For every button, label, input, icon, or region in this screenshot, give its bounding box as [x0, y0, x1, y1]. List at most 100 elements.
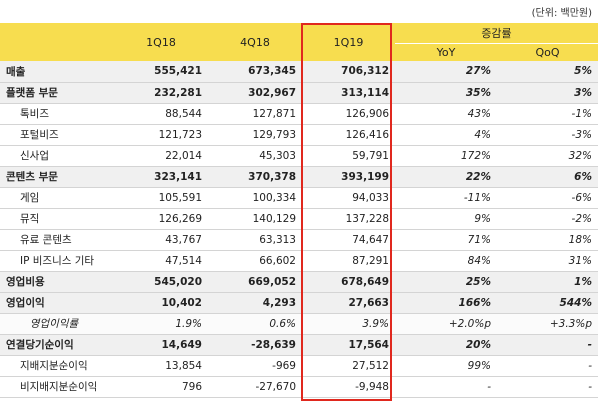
table-row: 영업이익 10,402 4,293 27,663 166% 544% — [0, 292, 598, 314]
cell-1q18: 10,402 — [114, 292, 208, 314]
cell-1q18: 545,020 — [114, 271, 208, 293]
row-label: IP 비즈니스 기타 — [0, 250, 114, 272]
cell-4q18: 673,345 — [208, 61, 302, 83]
cell-yoy: 25% — [395, 271, 497, 293]
cell-yoy: 27% — [395, 61, 497, 83]
cell-yoy: 43% — [395, 103, 497, 125]
cell-1q18: 121,723 — [114, 124, 208, 146]
cell-1q18: 126,269 — [114, 208, 208, 230]
table-row: 신사업 22,014 45,303 59,791 172% 32% — [0, 145, 598, 167]
table-row: 비지배지분순이익 796 -27,670 -9,948 - - — [0, 376, 598, 398]
cell-1q18: 88,544 — [114, 103, 208, 125]
cell-1q19: 59,791 — [302, 145, 395, 167]
row-label: 영업이익률 — [0, 313, 114, 335]
cell-qoq: - — [497, 355, 598, 377]
row-label: 콘텐츠 부문 — [0, 166, 114, 188]
table-row: 콘텐츠 부문 323,141 370,378 393,199 22% 6% — [0, 166, 598, 188]
cell-4q18: -28,639 — [208, 334, 302, 356]
row-label: 게임 — [0, 187, 114, 209]
cell-yoy: 172% — [395, 145, 497, 167]
header-yoy: YoY — [395, 43, 497, 61]
cell-yoy: 35% — [395, 82, 497, 104]
cell-1q19: 126,416 — [302, 124, 395, 146]
cell-qoq: -1% — [497, 103, 598, 125]
cell-qoq: - — [497, 376, 598, 398]
cell-1q19: 3.9% — [302, 313, 395, 335]
cell-yoy: 20% — [395, 334, 497, 356]
row-label: 영업비용 — [0, 271, 114, 293]
cell-1q18: 1.9% — [114, 313, 208, 335]
table-row: 포털비즈 121,723 129,793 126,416 4% -3% — [0, 124, 598, 146]
cell-qoq: - — [497, 334, 598, 356]
cell-yoy: -11% — [395, 187, 497, 209]
header-qoq: QoQ — [497, 43, 598, 61]
row-label: 포털비즈 — [0, 124, 114, 146]
cell-yoy: 166% — [395, 292, 497, 314]
cell-1q19: 678,649 — [302, 271, 395, 293]
cell-1q18: 232,281 — [114, 82, 208, 104]
row-label: 영업이익 — [0, 292, 114, 314]
cell-1q18: 555,421 — [114, 61, 208, 83]
table-row: 뮤직 126,269 140,129 137,228 9% -2% — [0, 208, 598, 230]
cell-qoq: -6% — [497, 187, 598, 209]
cell-4q18: 370,378 — [208, 166, 302, 188]
cell-4q18: 669,052 — [208, 271, 302, 293]
header-growth: 증감률 — [395, 23, 598, 44]
table-row: 연결당기순이익 14,649 -28,639 17,564 20% - — [0, 334, 598, 356]
cell-1q19: 94,033 — [302, 187, 395, 209]
cell-4q18: 66,602 — [208, 250, 302, 272]
cell-1q19: 393,199 — [302, 166, 395, 188]
table-row: 영업이익률 1.9% 0.6% 3.9% +2.0%p +3.3%p — [0, 313, 598, 335]
cell-qoq: 31% — [497, 250, 598, 272]
table-row: 매출 555,421 673,345 706,312 27% 5% — [0, 61, 598, 83]
cell-4q18: -969 — [208, 355, 302, 377]
row-label: 연결당기순이익 — [0, 334, 114, 356]
cell-1q18: 105,591 — [114, 187, 208, 209]
cell-1q18: 22,014 — [114, 145, 208, 167]
cell-4q18: 4,293 — [208, 292, 302, 314]
table-row: 톡비즈 88,544 127,871 126,906 43% -1% — [0, 103, 598, 125]
cell-1q18: 323,141 — [114, 166, 208, 188]
cell-qoq: 3% — [497, 82, 598, 104]
cell-4q18: 140,129 — [208, 208, 302, 230]
cell-4q18: 127,871 — [208, 103, 302, 125]
row-label: 지배지분순이익 — [0, 355, 114, 377]
cell-1q18: 43,767 — [114, 229, 208, 251]
cell-1q18: 13,854 — [114, 355, 208, 377]
cell-4q18: 63,313 — [208, 229, 302, 251]
row-label: 뮤직 — [0, 208, 114, 230]
header-label-cell — [0, 23, 114, 61]
cell-1q19: 126,906 — [302, 103, 395, 125]
table-row: 지배지분순이익 13,854 -969 27,512 99% - — [0, 355, 598, 377]
row-label: 신사업 — [0, 145, 114, 167]
cell-1q18: 796 — [114, 376, 208, 398]
cell-qoq: +3.3%p — [497, 313, 598, 335]
table-row: 게임 105,591 100,334 94,033 -11% -6% — [0, 187, 598, 209]
unit-note: (단위: 백만원) — [531, 8, 592, 19]
cell-1q19: 706,312 — [302, 61, 395, 83]
cell-1q19: -9,948 — [302, 376, 395, 398]
cell-1q19: 27,663 — [302, 292, 395, 314]
cell-4q18: 100,334 — [208, 187, 302, 209]
cell-yoy: 9% — [395, 208, 497, 230]
cell-1q19: 313,114 — [302, 82, 395, 104]
cell-4q18: -27,670 — [208, 376, 302, 398]
financial-summary-table: 1Q18 4Q18 1Q19 증감률 YoY QoQ 매출 555,421 67… — [0, 23, 598, 398]
cell-qoq: 544% — [497, 292, 598, 314]
cell-1q18: 47,514 — [114, 250, 208, 272]
row-label: 톡비즈 — [0, 103, 114, 125]
header-1q18: 1Q18 — [114, 23, 208, 61]
cell-qoq: 6% — [497, 166, 598, 188]
table-row: 플랫폼 부문 232,281 302,967 313,114 35% 3% — [0, 82, 598, 104]
row-label: 비지배지분순이익 — [0, 376, 114, 398]
cell-1q19: 27,512 — [302, 355, 395, 377]
cell-yoy: - — [395, 376, 497, 398]
cell-qoq: 1% — [497, 271, 598, 293]
cell-1q19: 17,564 — [302, 334, 395, 356]
cell-1q19: 74,647 — [302, 229, 395, 251]
cell-yoy: 99% — [395, 355, 497, 377]
cell-1q18: 14,649 — [114, 334, 208, 356]
cell-yoy: +2.0%p — [395, 313, 497, 335]
cell-qoq: 5% — [497, 61, 598, 83]
cell-4q18: 302,967 — [208, 82, 302, 104]
